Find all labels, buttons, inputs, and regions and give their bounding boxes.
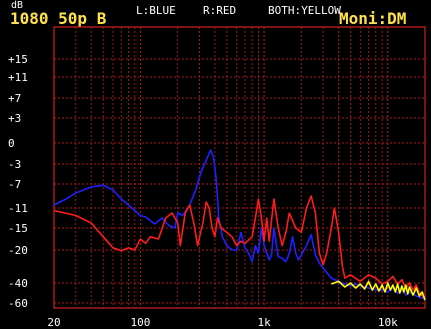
y-tick-label: -7	[8, 178, 21, 191]
y-tick-label: +3	[8, 112, 21, 125]
left-channel-line	[54, 150, 425, 299]
y-tick-label: +11	[8, 71, 28, 84]
y-tick-label: -15	[8, 222, 28, 235]
y-tick-label: +15	[8, 53, 28, 66]
y-tick-label: 0	[8, 137, 15, 150]
y-tick-label: -20	[8, 244, 28, 257]
x-tick-label: 1k	[257, 316, 271, 329]
x-tick-label: 20	[47, 316, 60, 329]
x-tick-label: 10k	[378, 316, 398, 329]
y-tick-label: -3	[8, 158, 21, 171]
plot-border	[54, 27, 425, 308]
y-tick-label: -60	[8, 297, 28, 310]
y-tick-label: -11	[8, 202, 28, 215]
x-tick-label: 100	[131, 316, 151, 329]
y-tick-label: +7	[8, 92, 21, 105]
y-tick-label: -40	[8, 277, 28, 290]
